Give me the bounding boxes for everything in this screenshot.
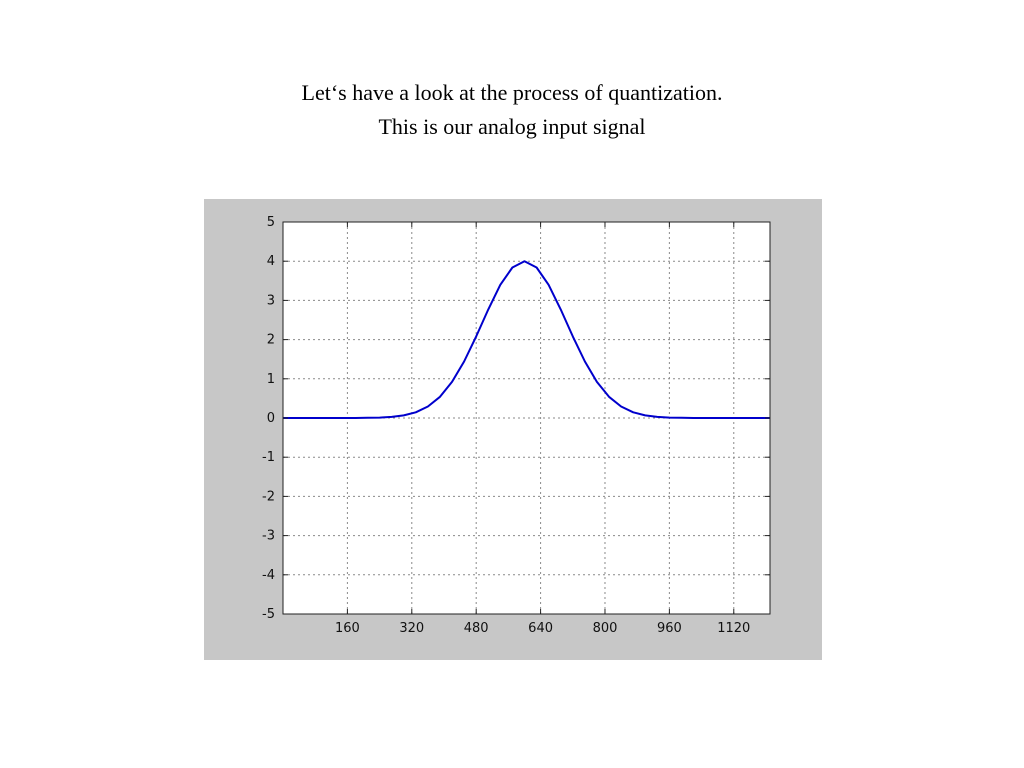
y-tick-label: 1 (267, 372, 275, 387)
y-tick-label: -2 (262, 489, 275, 504)
x-tick-label: 800 (593, 621, 618, 636)
x-tick-label: 960 (657, 621, 682, 636)
x-tick-label: 640 (528, 621, 553, 636)
y-tick-label: -4 (262, 568, 275, 583)
x-tick-label: 160 (335, 621, 360, 636)
y-tick-label: 0 (267, 411, 275, 426)
figure-panel: 160 320 480 640 800 960 1120 5 4 3 2 1 0 -1 -2 -3 -4 -5 (204, 199, 822, 660)
y-tick-label: 3 (267, 293, 275, 308)
x-tick-label: 1120 (717, 621, 750, 636)
y-tick-label: 5 (267, 215, 275, 230)
title-line-2: This is our analog input signal (378, 114, 646, 139)
y-tick-label: -5 (262, 607, 275, 622)
y-tick-label: -3 (262, 529, 275, 544)
y-tick-label: 2 (267, 333, 275, 348)
x-tick-label: 480 (464, 621, 489, 636)
signal-curve (283, 260, 770, 419)
title-line-1: Let‘s have a look at the process of quan… (301, 80, 723, 105)
x-tick-label: 320 (399, 621, 424, 636)
y-tick-label: -1 (262, 450, 275, 465)
y-tick-label: 4 (267, 254, 275, 269)
slide-title: Let‘s have a look at the process of quan… (0, 76, 1024, 144)
signal-chart: 160 320 480 640 800 960 1120 5 4 3 2 1 0 -1 -2 -3 -4 -5 (262, 215, 771, 636)
